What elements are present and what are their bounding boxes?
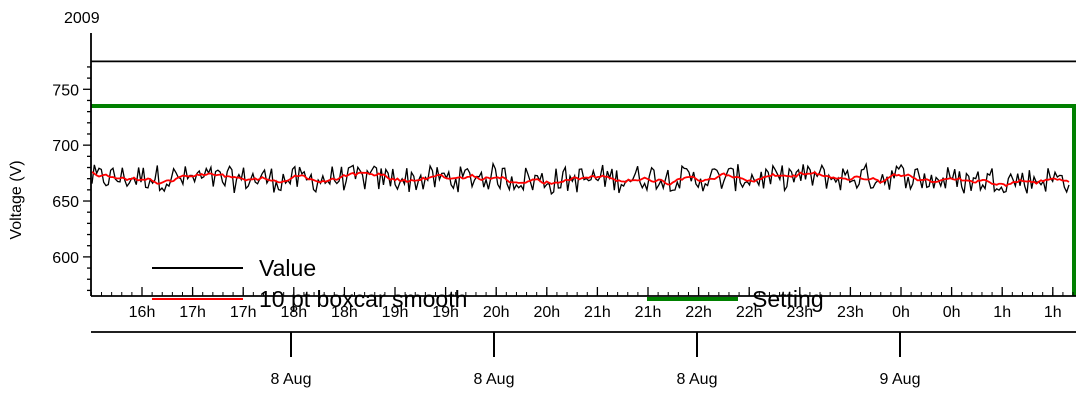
x-tick-label: 20h	[483, 304, 510, 321]
x-tick-label: 21h	[584, 304, 611, 321]
x-tick-label: 0h	[943, 304, 961, 321]
y-tick-label: 700	[52, 138, 79, 155]
x-tick-label: 18h	[280, 304, 307, 321]
x-tick-label: 22h	[736, 304, 763, 321]
date-label: 8 Aug	[271, 371, 312, 388]
x-tick-label: 23h	[837, 304, 864, 321]
legend-smooth-label: 10 pt boxcar smooth	[259, 286, 467, 312]
y-axis-label: Voltage (V)	[8, 160, 25, 239]
x-tick-label: 19h	[382, 304, 409, 321]
legend-value-label: Value	[259, 255, 316, 281]
y-tick-label: 600	[52, 250, 79, 267]
x-tick-label: 19h	[432, 304, 459, 321]
year-label: 2009	[64, 10, 100, 27]
y-tick-label: 650	[52, 194, 79, 211]
x-tick-label: 1h	[1044, 304, 1062, 321]
x-tick-label: 1h	[993, 304, 1011, 321]
x-tick-label: 23h	[786, 304, 813, 321]
value-series-line	[91, 161, 1070, 196]
x-tick-label: 17h	[179, 304, 206, 321]
smooth-series-line	[91, 171, 1070, 188]
x-tick-label: 21h	[635, 304, 662, 321]
x-tick-label: 0h	[892, 304, 910, 321]
x-tick-label: 17h	[230, 304, 257, 321]
y-tick-label: 750	[52, 82, 79, 99]
plot-lines	[91, 104, 1076, 296]
setting-series-line	[91, 104, 1076, 296]
x-tick-label: 18h	[331, 304, 358, 321]
axes: 600 650 700 750 16h 17h 17h 18h 18h 19h 19h 20h 20h 2…	[52, 33, 1076, 388]
date-label: 9 Aug	[880, 371, 921, 388]
x-tick-label: 16h	[129, 304, 156, 321]
x-tick-label: 22h	[685, 304, 712, 321]
legend-setting-label: Setting	[752, 286, 824, 312]
x-tick-label: 20h	[533, 304, 560, 321]
date-label: 8 Aug	[677, 371, 718, 388]
date-label: 8 Aug	[474, 371, 515, 388]
legend: Value 10 pt boxcar smooth Setting	[152, 255, 824, 312]
